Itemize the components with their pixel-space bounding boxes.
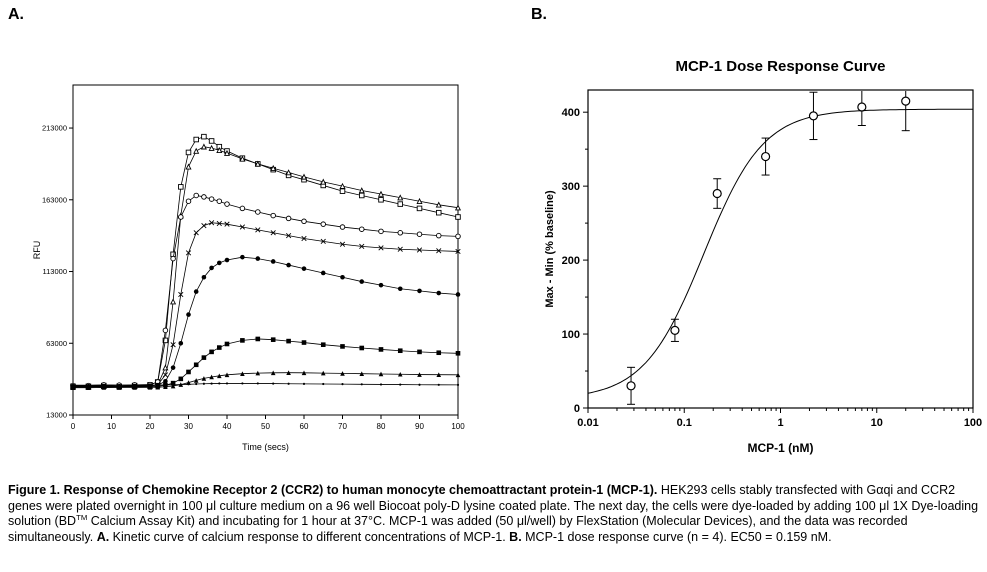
kinetic-chart: 0 10 20 30 40 50 60 70 80 90 100 13000 63000 113000 16… bbox=[32, 84, 465, 452]
caption-body-2: Calcium Assay Kit) and incubating for 1 … bbox=[8, 514, 908, 544]
svg-text:MCP-1 (nM): MCP-1 (nM) bbox=[748, 441, 814, 455]
svg-text:13000: 13000 bbox=[46, 411, 67, 420]
svg-text:50: 50 bbox=[261, 422, 270, 431]
svg-text:1: 1 bbox=[777, 417, 783, 429]
svg-text:0: 0 bbox=[574, 403, 580, 415]
svg-text:MCP-1 Dose Response Curve: MCP-1 Dose Response Curve bbox=[675, 58, 885, 75]
svg-text:100: 100 bbox=[451, 422, 465, 431]
svg-text:100: 100 bbox=[562, 329, 580, 341]
svg-text:200: 200 bbox=[562, 255, 580, 267]
caption-b-text: MCP-1 dose response curve (n = 4). EC50 … bbox=[521, 529, 832, 544]
svg-text:40: 40 bbox=[223, 422, 232, 431]
panel-a-label: A. bbox=[8, 6, 24, 23]
caption-a-label: A. bbox=[96, 529, 110, 544]
svg-text:163000: 163000 bbox=[42, 195, 67, 204]
svg-text:Max - Min (% baseline): Max - Min (% baseline) bbox=[544, 190, 556, 308]
svg-text:0: 0 bbox=[71, 422, 76, 431]
dose-response-chart: MCP-1 Dose Response Curve 0.01 0.1 1 10 100 0 1… bbox=[544, 58, 982, 455]
svg-text:0.01: 0.01 bbox=[577, 417, 598, 429]
svg-text:63000: 63000 bbox=[46, 339, 67, 348]
svg-text:213000: 213000 bbox=[42, 124, 67, 133]
caption-b-label: B. bbox=[509, 529, 522, 544]
figure-caption: Figure 1. Response of Chemokine Receptor… bbox=[8, 483, 982, 546]
svg-text:90: 90 bbox=[415, 422, 424, 431]
svg-text:0.1: 0.1 bbox=[677, 417, 692, 429]
svg-text:80: 80 bbox=[377, 422, 386, 431]
svg-text:20: 20 bbox=[146, 422, 155, 431]
svg-text:10: 10 bbox=[871, 417, 883, 429]
svg-text:70: 70 bbox=[338, 422, 347, 431]
svg-text:10: 10 bbox=[107, 422, 116, 431]
caption-a-text: Kinetic curve of calcium response to dif… bbox=[109, 529, 510, 544]
svg-text:Time (secs): Time (secs) bbox=[242, 442, 289, 452]
caption-body-1: HEK293 cells stably transfected with Gαq… bbox=[8, 483, 979, 529]
svg-text:30: 30 bbox=[184, 422, 193, 431]
panel-b-label: B. bbox=[531, 6, 547, 23]
caption-lead: Figure 1. Response of Chemokine Receptor… bbox=[8, 483, 658, 497]
svg-text:300: 300 bbox=[562, 181, 580, 193]
svg-text:113000: 113000 bbox=[43, 267, 67, 276]
svg-text:100: 100 bbox=[964, 417, 982, 429]
caption-tm-superscript: TM bbox=[76, 513, 88, 523]
svg-text:60: 60 bbox=[300, 422, 309, 431]
svg-text:RFU: RFU bbox=[32, 241, 42, 260]
svg-text:400: 400 bbox=[562, 107, 580, 119]
